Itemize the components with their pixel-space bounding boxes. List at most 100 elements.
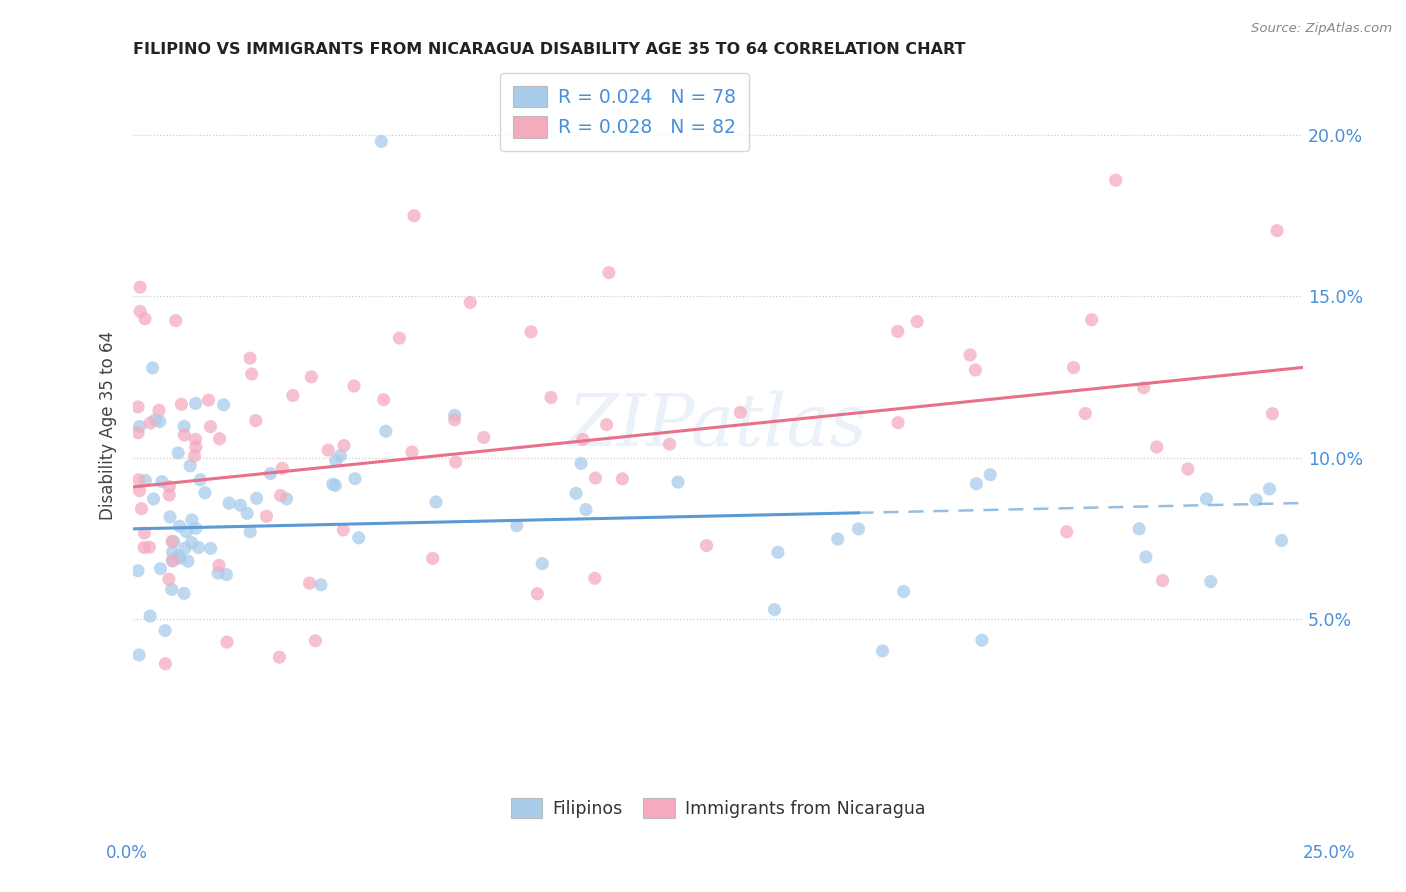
Point <box>129 280 152 294</box>
Point <box>239 524 262 539</box>
Point <box>148 403 170 417</box>
Point <box>194 485 217 500</box>
Point <box>134 474 156 488</box>
Point <box>1258 482 1281 496</box>
Point <box>309 578 332 592</box>
Point <box>763 602 786 616</box>
Point <box>179 458 201 473</box>
Point <box>323 478 346 492</box>
Point <box>316 443 339 458</box>
Point <box>1074 407 1097 421</box>
Point <box>531 557 554 571</box>
Point <box>170 397 193 411</box>
Y-axis label: Disability Age 35 to 64: Disability Age 35 to 64 <box>100 331 117 520</box>
Text: FILIPINO VS IMMIGRANTS FROM NICARAGUA DISABILITY AGE 35 TO 64 CORRELATION CHART: FILIPINO VS IMMIGRANTS FROM NICARAGUA DI… <box>134 42 966 57</box>
Point <box>142 491 165 506</box>
Point <box>1056 524 1078 539</box>
Point <box>157 479 180 493</box>
Point <box>229 498 252 512</box>
Point <box>212 398 235 412</box>
Point <box>526 587 548 601</box>
Point <box>207 566 229 580</box>
Point <box>848 522 870 536</box>
Point <box>458 295 481 310</box>
Point <box>298 576 321 591</box>
Point <box>184 433 207 447</box>
Point <box>595 417 617 432</box>
Point <box>540 391 562 405</box>
Point <box>905 315 928 329</box>
Point <box>183 449 205 463</box>
Point <box>157 572 180 586</box>
Point <box>128 648 150 662</box>
Point <box>200 419 222 434</box>
Point <box>149 562 172 576</box>
Point <box>575 502 598 516</box>
Point <box>370 135 392 149</box>
Point <box>281 388 304 402</box>
Legend: Filipinos, Immigrants from Nicaragua: Filipinos, Immigrants from Nicaragua <box>503 791 932 825</box>
Point <box>443 413 465 427</box>
Point <box>959 348 981 362</box>
Point <box>979 467 1001 482</box>
Point <box>153 624 176 638</box>
Text: 0.0%: 0.0% <box>105 844 148 862</box>
Point <box>246 491 269 506</box>
Point <box>180 535 202 549</box>
Point <box>374 424 396 438</box>
Point <box>176 524 198 539</box>
Point <box>128 483 150 498</box>
Point <box>276 491 298 506</box>
Point <box>173 586 195 600</box>
Point <box>402 209 425 223</box>
Point <box>872 644 894 658</box>
Point <box>322 477 344 491</box>
Point <box>165 313 187 327</box>
Point <box>162 545 184 559</box>
Point <box>304 633 326 648</box>
Point <box>245 413 267 427</box>
Point <box>162 553 184 567</box>
Text: ZIPatlas: ZIPatlas <box>568 391 868 461</box>
Point <box>132 541 155 555</box>
Point <box>598 266 620 280</box>
Point <box>134 311 156 326</box>
Point <box>134 526 156 541</box>
Point <box>269 650 291 665</box>
Point <box>162 554 184 568</box>
Point <box>1261 407 1284 421</box>
Point <box>565 486 588 500</box>
Point <box>236 506 259 520</box>
Point <box>1177 462 1199 476</box>
Point <box>1195 491 1218 506</box>
Point <box>127 425 149 440</box>
Point <box>343 472 366 486</box>
Point <box>1135 549 1157 564</box>
Point <box>160 534 183 549</box>
Point <box>184 521 207 535</box>
Point <box>139 609 162 624</box>
Point <box>583 571 606 585</box>
Point <box>173 419 195 434</box>
Point <box>149 415 172 429</box>
Point <box>240 367 263 381</box>
Point <box>139 416 162 430</box>
Point <box>163 534 186 549</box>
Point <box>1063 360 1085 375</box>
Point <box>129 304 152 318</box>
Point <box>666 475 689 489</box>
Point <box>271 461 294 475</box>
Point <box>329 449 352 463</box>
Point <box>1152 574 1174 588</box>
Point <box>583 471 606 485</box>
Point <box>184 396 207 410</box>
Point <box>730 405 752 419</box>
Point <box>893 584 915 599</box>
Point <box>188 473 211 487</box>
Point <box>169 519 191 533</box>
Point <box>1265 224 1288 238</box>
Point <box>167 549 190 563</box>
Point <box>388 331 411 345</box>
Point <box>347 531 370 545</box>
Point <box>299 369 322 384</box>
